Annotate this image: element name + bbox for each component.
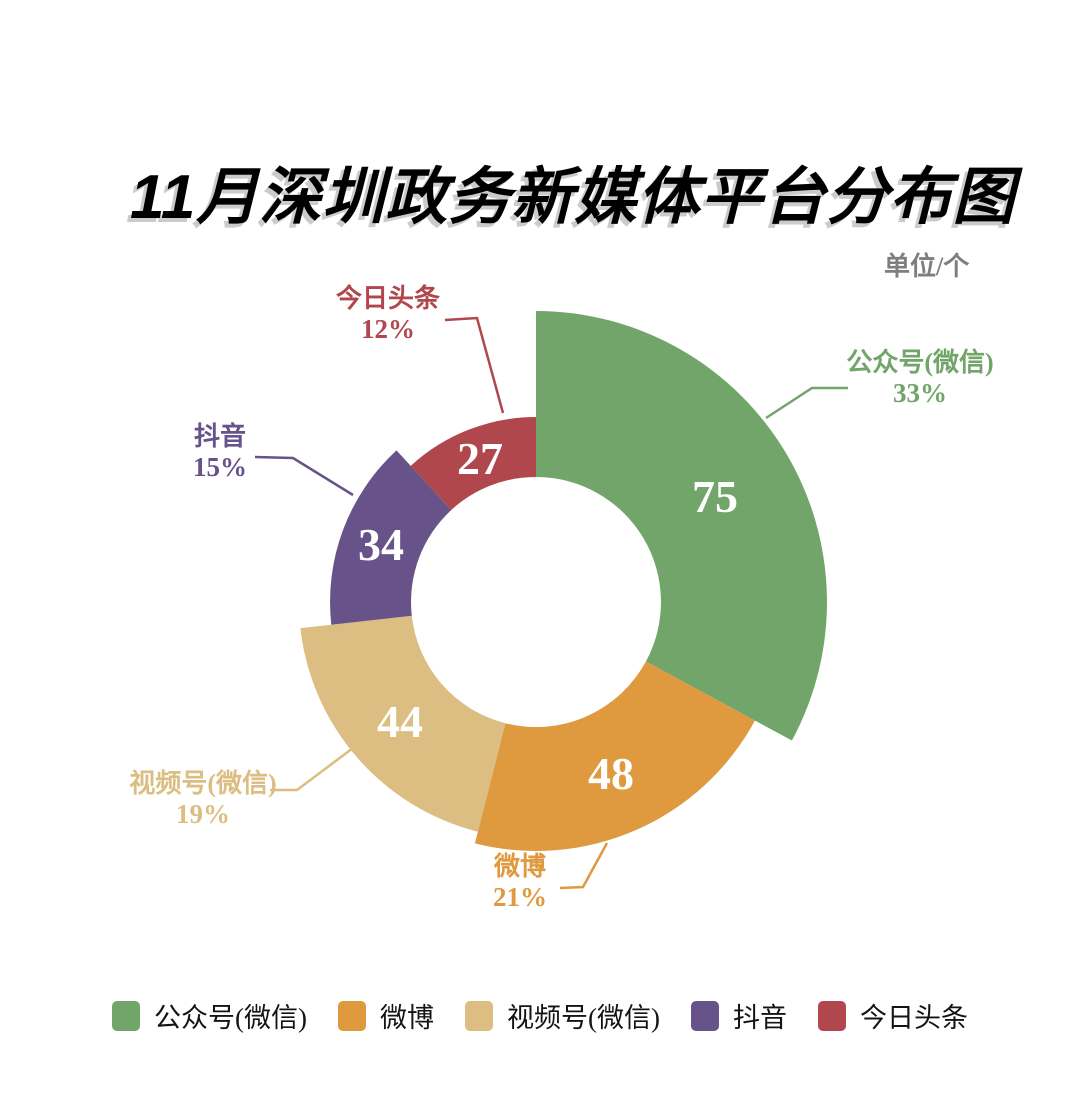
legend-label: 公众号(微信) <box>154 1003 307 1033</box>
value-label-toutiao: 27 <box>457 433 503 484</box>
legend-swatch-video-account <box>465 1000 493 1031</box>
leader-line-weibo <box>559 842 609 890</box>
pie-slice-wechat-official-account <box>536 311 827 741</box>
pie-slice-toutiao <box>410 417 536 510</box>
callout-percent: 33% <box>893 378 947 408</box>
callout-label: 视频号(微信) <box>129 769 277 798</box>
pie-slice-douyin <box>330 450 452 625</box>
legend: 公众号(微信) 微博 视频号(微信) 抖音 今日头条 <box>0 996 1080 1035</box>
leader-line-toutiao <box>444 316 505 414</box>
callout-label: 公众号(微信) <box>846 348 994 377</box>
legend-item-toutiao: 今日头条 <box>817 996 968 1035</box>
legend-item-weibo: 微博 <box>338 996 434 1035</box>
callout-label: 今日头条 <box>335 284 440 313</box>
unit-label: 单位/个 <box>884 252 970 281</box>
legend-label: 微博 <box>380 1003 434 1033</box>
value-label-douyin: 34 <box>358 519 404 570</box>
callout-douyin: 抖音 15% <box>160 422 280 482</box>
callout-percent: 15% <box>193 452 247 482</box>
callout-video-account: 视频号(微信) 19% <box>120 769 286 829</box>
leader-line-wechat-official-account <box>765 386 848 420</box>
callout-label: 抖音 <box>193 422 246 451</box>
legend-swatch-toutiao <box>817 1000 846 1031</box>
legend-item-douyin: 抖音 <box>690 996 787 1035</box>
callout-label: 微博 <box>493 852 546 881</box>
callout-toutiao: 今日头条 12% <box>320 284 456 344</box>
callout-wechat-official-account: 公众号(微信) 33% <box>840 348 1000 408</box>
legend-swatch-weibo <box>338 1000 366 1031</box>
value-label-weibo: 48 <box>588 748 634 799</box>
legend-item-wechat-official-account: 公众号(微信) <box>112 996 307 1035</box>
legend-swatch-douyin <box>690 1000 719 1031</box>
legend-label: 视频号(微信) <box>507 1003 660 1033</box>
page-title: 11月深圳政务新媒体平台分布图 <box>130 163 1016 232</box>
callout-percent: 12% <box>361 314 415 344</box>
callout-weibo: 微博 21% <box>452 852 588 912</box>
callout-percent: 19% <box>176 799 230 829</box>
legend-item-video-account: 视频号(微信) <box>465 996 660 1035</box>
pie-slice-video-account <box>300 615 506 832</box>
legend-label: 抖音 <box>732 1003 787 1033</box>
callout-percent: 21% <box>493 882 547 912</box>
pie-slice-weibo <box>474 661 755 852</box>
value-label-wechat-official-account: 75 <box>692 471 738 522</box>
leader-line-douyin <box>254 455 354 497</box>
legend-swatch-wechat-official-account <box>112 1000 141 1031</box>
legend-label: 今日头条 <box>859 1003 968 1033</box>
value-label-video-account: 44 <box>377 696 423 747</box>
leader-line-video-account <box>270 747 354 792</box>
